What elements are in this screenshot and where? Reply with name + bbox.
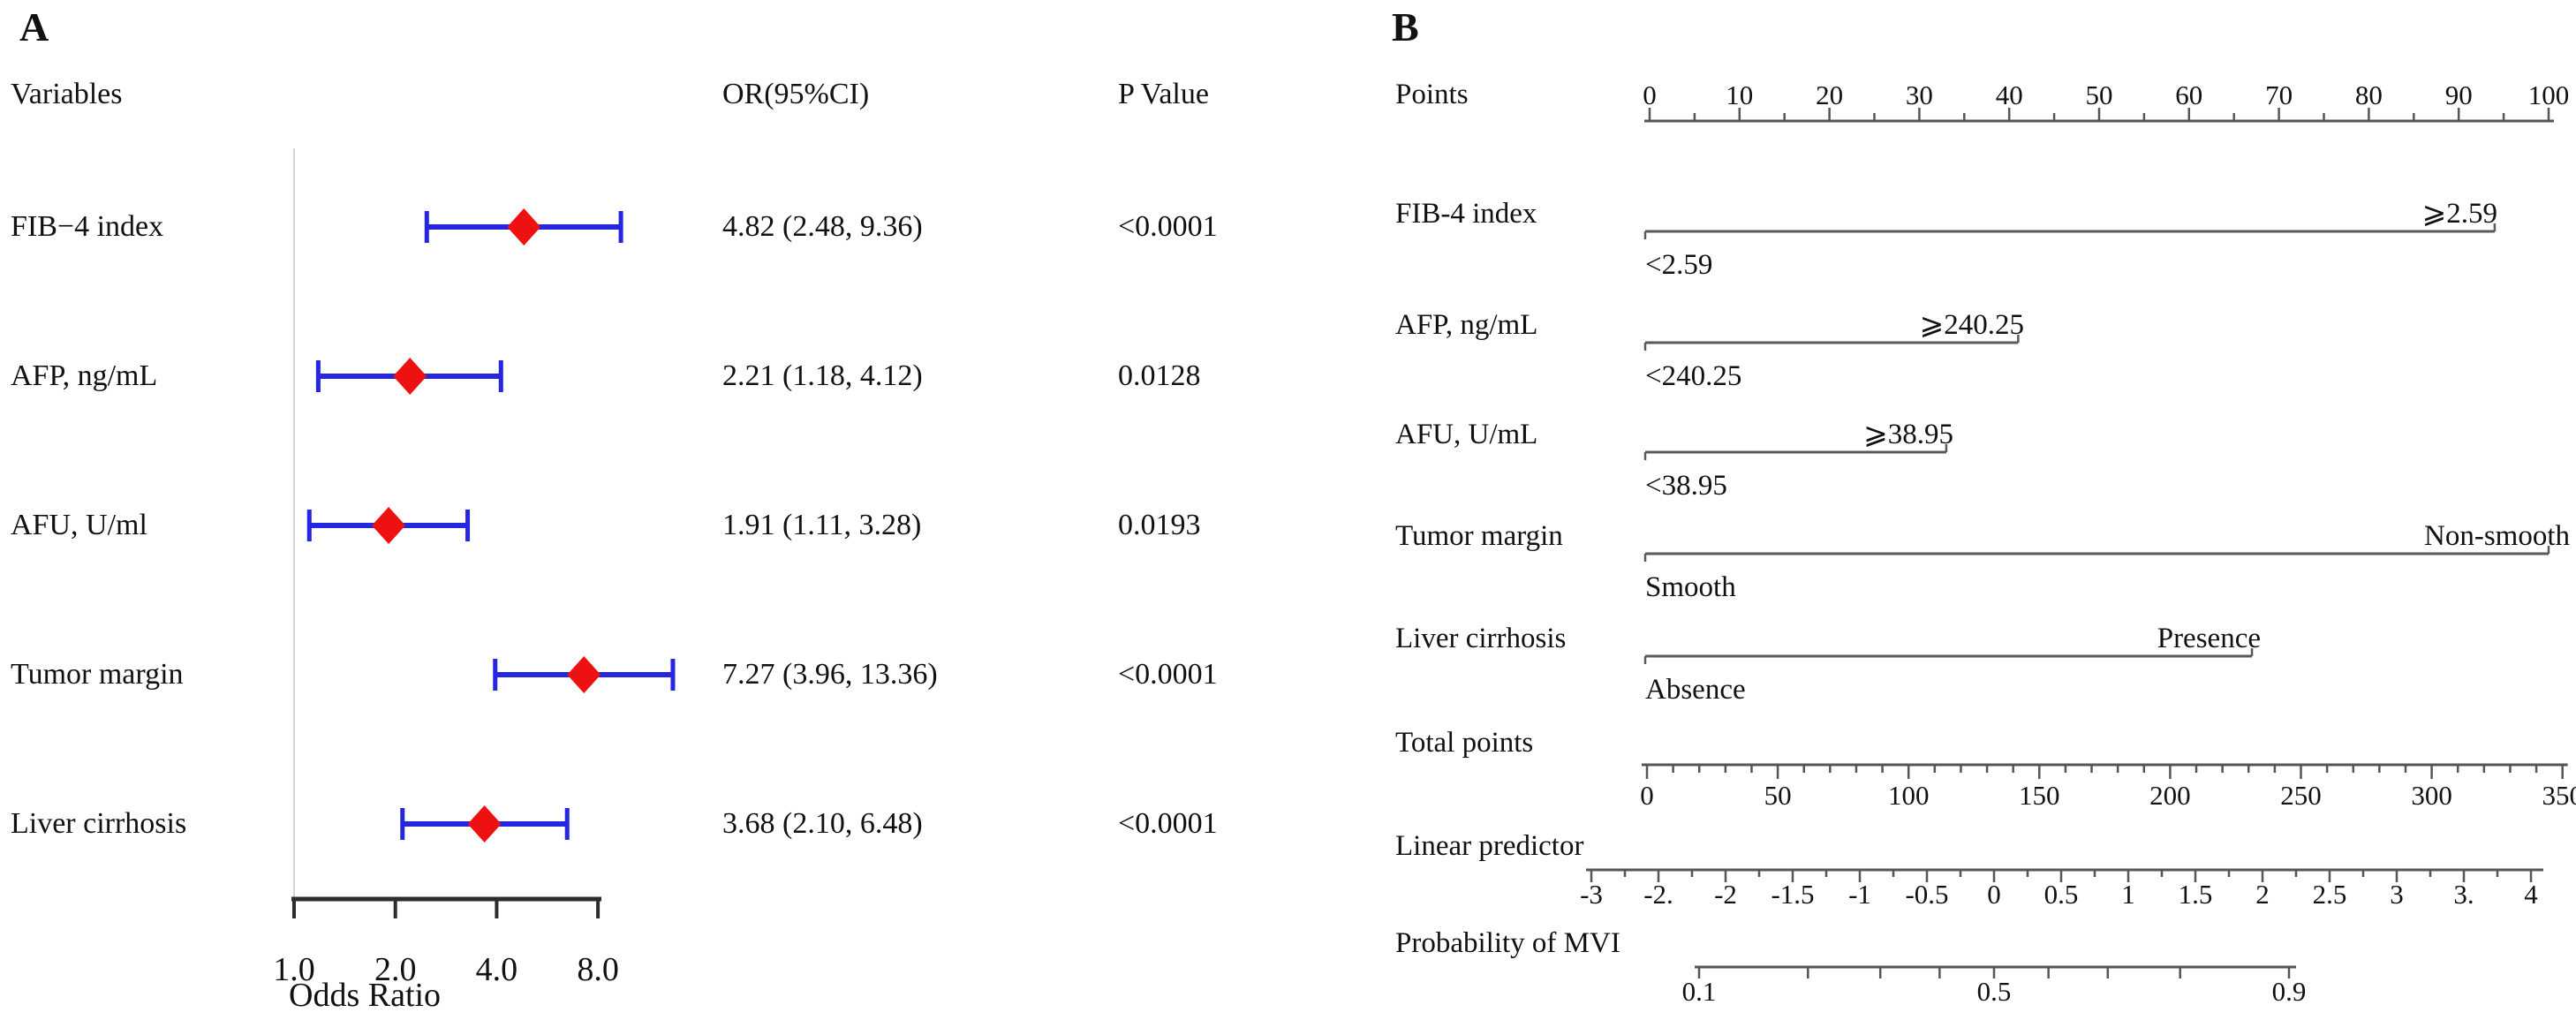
row-p-value: <0.0001 bbox=[1118, 807, 1218, 840]
linear-predictor-axis-tick-label: -2. bbox=[1643, 879, 1673, 910]
row-label: Liver cirrhosis bbox=[11, 807, 187, 840]
scale-label-fib4: FIB-4 index bbox=[1395, 198, 1537, 230]
points-axis-tick-label: 60 bbox=[2175, 79, 2202, 110]
row-p-value: 0.0193 bbox=[1118, 509, 1201, 541]
category-high-liver: Presence bbox=[2157, 623, 2261, 654]
row-p-value: 0.0128 bbox=[1118, 359, 1201, 392]
linear-predictor-axis-tick-label: -2 bbox=[1714, 879, 1737, 910]
x-axis-tick-label: 2.0 bbox=[374, 951, 417, 988]
points-axis-tick-label: 30 bbox=[1906, 79, 1933, 110]
row-or-ci: 3.68 (2.10, 6.48) bbox=[722, 807, 923, 840]
scale-label-total-points: Total points bbox=[1395, 727, 1534, 759]
linear-predictor-axis-tick-label: 0.5 bbox=[2044, 879, 2079, 910]
category-low-afp: <240.25 bbox=[1645, 360, 1742, 392]
total-points-axis-tick-label: 300 bbox=[2411, 780, 2452, 811]
category-low-fib4: <2.59 bbox=[1645, 249, 1713, 281]
probability-axis-tick-label: 0.1 bbox=[1682, 976, 1717, 1007]
linear-predictor-axis-tick-label: -0.5 bbox=[1905, 879, 1948, 910]
row-or-ci: 7.27 (3.96, 13.36) bbox=[722, 658, 938, 691]
or-diamond bbox=[567, 656, 601, 693]
category-low-liver: Absence bbox=[1645, 674, 1746, 706]
category-low-tumor: Smooth bbox=[1645, 571, 1736, 603]
points-axis-tick-label: 100 bbox=[2528, 79, 2570, 110]
total-points-axis-tick-label: 150 bbox=[2019, 780, 2060, 811]
linear-predictor-axis-tick-label: 4 bbox=[2524, 879, 2538, 910]
points-axis-tick-label: 40 bbox=[1996, 79, 2023, 110]
points-axis-tick-label: 50 bbox=[2086, 79, 2113, 110]
points-axis-tick-label: 70 bbox=[2265, 79, 2293, 110]
linear-predictor-axis-tick-label: 2 bbox=[2255, 879, 2270, 910]
x-axis-tick-label: 4.0 bbox=[476, 951, 518, 988]
row-or-ci: 2.21 (1.18, 4.12) bbox=[722, 359, 923, 392]
category-high-tumor: Non-smooth bbox=[2424, 520, 2570, 552]
category-high-afp: ⩾240.25 bbox=[1919, 309, 2024, 341]
probability-axis-tick-label: 0.9 bbox=[2272, 976, 2307, 1007]
column-header-variables: Variables bbox=[11, 78, 123, 110]
category-high-fib4: ⩾2.59 bbox=[2421, 198, 2497, 230]
linear-predictor-axis-tick-label: 3. bbox=[2453, 879, 2474, 910]
linear-predictor-axis-tick-label: -3 bbox=[1580, 879, 1603, 910]
panel-b-title: B bbox=[1392, 4, 1419, 49]
linear-predictor-axis-tick-label: -1 bbox=[1848, 879, 1871, 910]
linear-predictor-axis-tick-label: 1 bbox=[2121, 879, 2135, 910]
row-label: Tumor margin bbox=[11, 658, 184, 691]
row-or-ci: 4.82 (2.48, 9.36) bbox=[722, 210, 923, 243]
row-label: AFU, U/ml bbox=[11, 509, 147, 541]
linear-predictor-axis-tick-label: 2.5 bbox=[2313, 879, 2347, 910]
row-or-ci: 1.91 (1.11, 3.28) bbox=[722, 509, 922, 541]
row-label: AFP, ng/mL bbox=[11, 359, 158, 392]
category-high-afu: ⩾38.95 bbox=[1863, 419, 1953, 450]
points-axis-tick-label: 20 bbox=[1816, 79, 1843, 110]
total-points-axis-tick-label: 250 bbox=[2280, 780, 2322, 811]
or-diamond bbox=[467, 805, 502, 842]
total-points-axis-tick-label: 0 bbox=[1640, 780, 1654, 811]
row-p-value: <0.0001 bbox=[1118, 658, 1218, 691]
points-axis-tick-label: 80 bbox=[2355, 79, 2383, 110]
total-points-axis-tick-label: 350 bbox=[2542, 780, 2576, 811]
category-low-afu: <38.95 bbox=[1645, 470, 1727, 502]
linear-predictor-axis-tick-label: 3 bbox=[2390, 879, 2404, 910]
probability-axis-tick-label: 0.5 bbox=[1977, 976, 2012, 1007]
or-diamond bbox=[372, 507, 406, 544]
points-axis-tick-label: 0 bbox=[1643, 79, 1657, 110]
total-points-axis-tick-label: 100 bbox=[1888, 780, 1930, 811]
linear-predictor-axis-tick-label: 0 bbox=[1987, 879, 2001, 910]
scale-label-probability-mvi: Probability of MVI bbox=[1395, 927, 1620, 959]
scale-label-linear-predictor: Linear predictor bbox=[1395, 830, 1584, 862]
x-axis-tick-label: 1.0 bbox=[273, 951, 315, 988]
scale-label-tumor-margin: Tumor margin bbox=[1395, 520, 1563, 552]
x-axis-tick-label: 8.0 bbox=[577, 951, 619, 988]
scale-label-afp: AFP, ng/mL bbox=[1395, 309, 1538, 341]
points-axis-tick-label: 90 bbox=[2445, 79, 2473, 110]
column-header-p-value: P Value bbox=[1118, 78, 1209, 110]
column-header-or-ci: OR(95%CI) bbox=[722, 78, 870, 110]
linear-predictor-axis-tick-label: -1.5 bbox=[1771, 879, 1814, 910]
total-points-axis-tick-label: 200 bbox=[2149, 780, 2191, 811]
row-label: FIB−4 index bbox=[11, 210, 164, 243]
or-diamond bbox=[393, 358, 427, 395]
total-points-axis-tick-label: 50 bbox=[1764, 780, 1792, 811]
or-diamond bbox=[507, 208, 541, 246]
x-axis-title: Odds Ratio bbox=[289, 977, 442, 1014]
row-p-value: <0.0001 bbox=[1118, 210, 1218, 243]
scale-label-points: Points bbox=[1395, 79, 1469, 110]
points-axis-tick-label: 10 bbox=[1726, 79, 1753, 110]
panel-a-title: A bbox=[19, 4, 49, 49]
linear-predictor-axis-tick-label: 1.5 bbox=[2179, 879, 2213, 910]
scale-label-liver-cirrhosis: Liver cirrhosis bbox=[1395, 623, 1567, 654]
scale-label-afu: AFU, U/mL bbox=[1395, 419, 1538, 450]
